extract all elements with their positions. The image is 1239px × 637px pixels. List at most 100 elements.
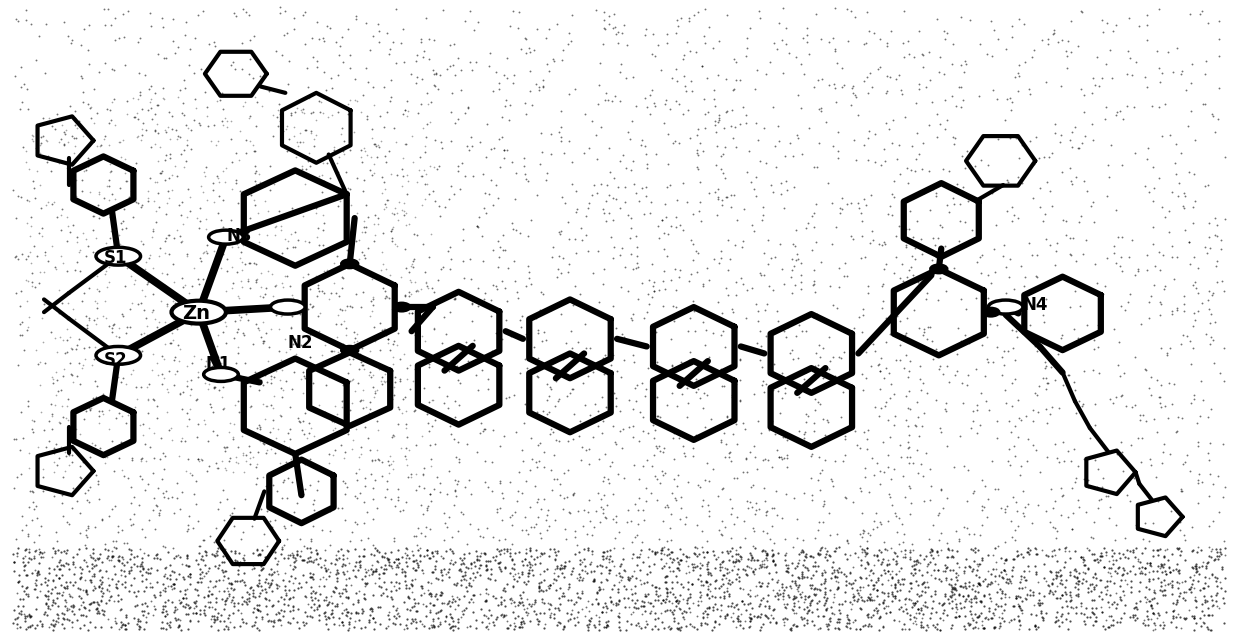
Point (69, 543, 89, 554)
Point (276, 588, 296, 598)
Point (1180, 236, 1199, 247)
Point (214, 442, 234, 452)
Point (273, 611, 292, 621)
Point (1171, 339, 1191, 349)
Point (192, 455, 212, 465)
Point (1211, 544, 1230, 554)
Point (669, 603, 689, 613)
Point (88, 599, 108, 609)
Point (1213, 492, 1233, 503)
Point (316, 340, 336, 350)
Point (903, 52, 923, 62)
Point (327, 575, 347, 585)
Point (271, 605, 291, 615)
Point (453, 548, 473, 559)
Point (1163, 611, 1183, 621)
Point (667, 481, 686, 491)
Point (789, 392, 809, 403)
Point (497, 53, 517, 63)
Point (766, 617, 786, 627)
Point (852, 304, 872, 315)
Point (79, 313, 99, 323)
Point (74, 24, 94, 34)
Point (164, 259, 183, 269)
Point (817, 619, 836, 629)
Point (1120, 546, 1140, 556)
Point (752, 547, 772, 557)
Point (77, 561, 97, 571)
Point (589, 616, 608, 626)
Point (375, 151, 395, 161)
Point (27, 570, 47, 580)
Point (40, 448, 59, 458)
Point (1150, 310, 1170, 320)
Point (1064, 565, 1084, 575)
Point (197, 240, 217, 250)
Point (496, 586, 515, 596)
Point (904, 556, 924, 566)
Point (839, 615, 859, 625)
Point (567, 617, 587, 627)
Point (186, 608, 206, 618)
Point (116, 255, 136, 266)
Point (478, 384, 498, 394)
Point (1186, 592, 1206, 603)
Point (152, 541, 172, 551)
Point (193, 299, 213, 309)
Point (670, 624, 690, 634)
Point (544, 608, 564, 619)
Point (579, 624, 598, 634)
Point (638, 589, 658, 599)
Point (258, 230, 278, 240)
Point (861, 361, 881, 371)
Point (711, 562, 731, 572)
Point (1085, 569, 1105, 579)
Point (228, 396, 248, 406)
Point (976, 612, 996, 622)
Point (430, 478, 450, 489)
Point (1088, 557, 1108, 567)
Point (903, 570, 923, 580)
Point (1106, 599, 1126, 609)
Point (529, 82, 549, 92)
Point (1182, 59, 1202, 69)
Point (436, 569, 456, 580)
Point (1147, 545, 1167, 555)
Point (922, 336, 942, 347)
Point (1158, 47, 1178, 57)
Point (27, 568, 47, 578)
Point (15, 564, 35, 575)
Point (128, 613, 147, 624)
Point (323, 346, 343, 356)
Point (726, 379, 746, 389)
Point (416, 545, 436, 555)
Point (364, 624, 384, 634)
Point (94, 4, 114, 14)
Point (558, 370, 577, 380)
Point (164, 355, 183, 365)
Point (679, 13, 699, 24)
Point (1131, 566, 1151, 576)
Point (475, 548, 494, 559)
Point (170, 552, 190, 562)
Point (823, 568, 843, 578)
Point (932, 484, 952, 494)
Point (802, 580, 821, 590)
Point (302, 612, 322, 622)
Point (252, 581, 271, 591)
Point (223, 592, 243, 602)
Point (515, 399, 535, 409)
Point (396, 419, 416, 429)
Point (851, 560, 871, 570)
Point (939, 545, 959, 555)
Point (264, 179, 284, 189)
Point (875, 401, 895, 411)
Point (1151, 559, 1171, 569)
Point (814, 578, 834, 589)
Point (212, 371, 232, 382)
Point (301, 555, 321, 566)
Point (249, 420, 269, 431)
Point (802, 385, 821, 396)
Point (600, 461, 620, 471)
Point (186, 583, 206, 594)
